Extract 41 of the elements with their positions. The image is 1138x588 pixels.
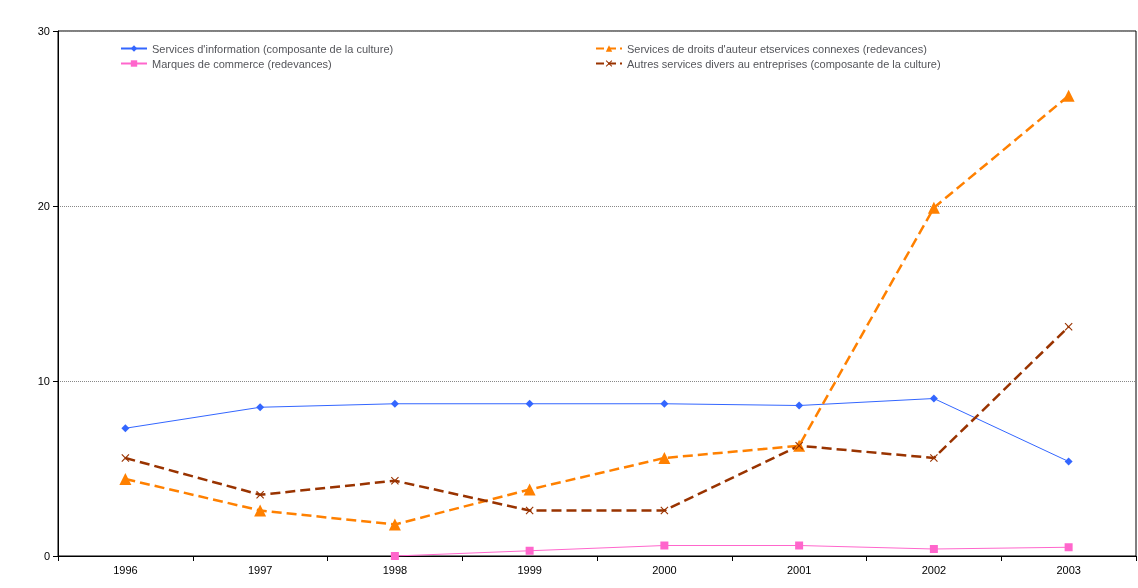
point bbox=[523, 483, 536, 496]
point bbox=[1064, 322, 1073, 331]
point bbox=[927, 201, 940, 214]
point bbox=[525, 546, 534, 555]
point bbox=[390, 476, 399, 485]
x-tick-label: 2000 bbox=[652, 563, 677, 576]
legend-label: Autres services divers au entreprises (composante de la culture) bbox=[627, 57, 941, 70]
legend-label: Services d'information (composante de la culture) bbox=[152, 42, 394, 55]
point bbox=[121, 454, 130, 462]
point bbox=[660, 541, 669, 550]
point bbox=[795, 401, 804, 410]
point bbox=[1062, 89, 1075, 102]
point bbox=[1064, 457, 1073, 466]
point bbox=[929, 545, 938, 553]
point bbox=[256, 403, 265, 412]
point bbox=[119, 473, 132, 485]
x-tick-label: 2001 bbox=[786, 563, 812, 576]
y-tick-label: 0 bbox=[43, 550, 50, 562]
x-tick-label: 1998 bbox=[382, 563, 408, 576]
point bbox=[390, 552, 399, 560]
point bbox=[256, 490, 265, 499]
x-tick-label: 2003 bbox=[1056, 563, 1081, 576]
point bbox=[1064, 543, 1073, 552]
point bbox=[660, 399, 669, 408]
point bbox=[795, 541, 804, 550]
point bbox=[121, 424, 130, 433]
legend-label: Services de droits d'auteur etservices connexes (redevances) bbox=[627, 42, 927, 55]
point bbox=[658, 452, 671, 464]
point bbox=[929, 394, 938, 403]
x-tick-label: 2002 bbox=[921, 563, 947, 576]
x-tick-label: 1999 bbox=[517, 563, 542, 576]
x-tick-label: 1996 bbox=[113, 563, 138, 576]
y-tick-label: 30 bbox=[37, 25, 50, 37]
y-tick-label: 10 bbox=[37, 375, 50, 387]
x-tick-label: 1997 bbox=[247, 563, 273, 576]
point bbox=[390, 399, 399, 408]
legend-label: Marques de commerce (redevances) bbox=[152, 57, 332, 70]
y-tick-label: 20 bbox=[37, 200, 50, 212]
point bbox=[254, 504, 267, 517]
point bbox=[388, 518, 401, 531]
point bbox=[525, 399, 534, 408]
